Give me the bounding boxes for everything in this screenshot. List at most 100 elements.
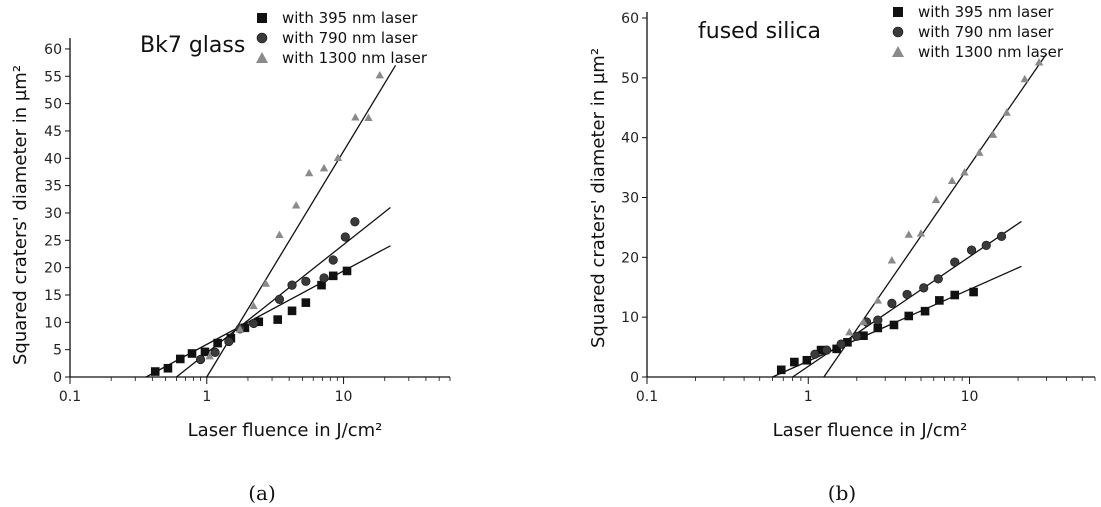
y-axis-label: Squared craters' diameter in µm²	[588, 48, 609, 348]
data-point-series-2	[859, 317, 868, 326]
data-point-series-1	[950, 257, 960, 267]
data-point-series-0	[889, 320, 899, 330]
x-tick-label: 10	[961, 389, 979, 405]
data-point-series-2	[975, 148, 984, 156]
y-tick-label: 10	[44, 315, 62, 331]
data-point-series-1	[287, 280, 297, 290]
data-point-series-2	[873, 296, 883, 304]
chart-panel-a: 0 5 10 15 20 25 30 35 40 45 50 55 60 0.1 1 10 Bk7 glass w…	[10, 9, 451, 505]
data-point-series-1	[852, 331, 862, 341]
data-point-series-0	[317, 280, 326, 290]
x-axis-label: Laser fluence in J/cm²	[773, 420, 968, 441]
data-point-series-1	[810, 349, 820, 359]
data-point-series-0	[254, 317, 264, 327]
data-point-series-2	[1002, 108, 1011, 116]
data-point-series-1	[249, 318, 259, 329]
data-point-series-0	[816, 345, 826, 355]
data-point-series-1	[873, 315, 883, 325]
y-tick-label: 35	[44, 179, 62, 195]
legend-label-0: with 395 nm laser	[918, 3, 1054, 21]
data-point-series-2	[904, 230, 913, 238]
fit-line-series-2	[206, 65, 397, 378]
legend-marker-1	[256, 32, 268, 44]
y-tick-label: 20	[621, 250, 639, 266]
data-point-series-0	[790, 357, 799, 367]
chart-panel-b: 0 10 20 30 40 50 60 0.1 1 10 fused silica with 395 …	[588, 3, 1096, 505]
y-tick-label: 45	[44, 124, 62, 140]
legend-label-1: with 790 nm laser	[918, 23, 1054, 41]
data-point-series-2	[960, 168, 969, 176]
data-point-series-0	[163, 363, 173, 373]
y-tick-label: 5	[53, 343, 62, 359]
legend-label-2: with 1300 nm laser	[282, 49, 428, 67]
data-point-series-0	[950, 290, 960, 300]
x-tick-label: 0.1	[59, 389, 81, 405]
data-point-series-2	[364, 113, 373, 122]
data-point-series-0	[328, 271, 338, 281]
data-point-series-2	[333, 153, 343, 161]
data-point-series-0	[287, 306, 297, 316]
data-point-series-1	[822, 345, 832, 355]
data-point-series-2	[988, 130, 998, 138]
data-point-series-1	[340, 232, 350, 242]
y-tick-label: 60	[621, 11, 639, 27]
data-point-series-0	[301, 298, 311, 307]
x-tick-label: 1	[202, 389, 211, 405]
legend-label-0: with 395 nm laser	[282, 9, 418, 27]
data-point-series-0	[776, 365, 786, 375]
legend-marker-0	[893, 7, 903, 17]
data-point-series-2	[291, 201, 301, 209]
data-point-series-2	[1034, 58, 1044, 66]
panel-caption: (b)	[828, 481, 856, 505]
data-point-series-2	[275, 230, 284, 239]
data-point-series-0	[969, 287, 978, 297]
data-point-series-2	[375, 70, 384, 79]
data-point-series-0	[843, 337, 852, 347]
legend-marker-0	[257, 13, 267, 23]
data-point-series-2	[916, 229, 926, 237]
y-tick-label: 0	[53, 370, 62, 386]
y-tick-label: 30	[44, 206, 62, 222]
data-point-series-1	[887, 298, 897, 309]
y-tick-label: 10	[621, 310, 639, 326]
data-point-series-0	[213, 338, 222, 348]
data-point-series-1	[933, 274, 943, 284]
legend-marker-1	[892, 26, 904, 38]
data-point-series-2	[845, 327, 854, 336]
data-point-series-0	[920, 306, 930, 316]
data-point-series-2	[947, 176, 957, 184]
data-point-series-0	[935, 296, 944, 305]
legend-marker-2	[256, 52, 268, 63]
y-tick-label: 50	[621, 71, 639, 87]
y-tick-label: 20	[44, 261, 62, 277]
x-axis-label: Laser fluence in J/cm²	[188, 420, 383, 441]
data-point-series-0	[273, 315, 283, 324]
data-point-series-0	[802, 355, 812, 365]
data-point-series-0	[175, 354, 185, 364]
data-point-series-0	[832, 344, 841, 354]
x-tick-label: 0.1	[636, 389, 658, 405]
panel-caption: (a)	[248, 481, 276, 505]
data-point-series-2	[887, 256, 897, 264]
data-point-series-1	[981, 240, 991, 250]
data-point-series-2	[931, 195, 941, 204]
data-point-series-0	[859, 331, 868, 341]
data-point-series-1	[966, 245, 977, 255]
legend-label-2: with 1300 nm laser	[918, 43, 1064, 61]
data-point-series-0	[240, 323, 250, 333]
fit-line-series-2	[823, 53, 1047, 378]
data-point-series-0	[873, 323, 883, 333]
data-point-series-2	[304, 168, 314, 177]
data-point-series-1	[350, 217, 360, 227]
data-point-series-0	[200, 347, 210, 357]
data-point-series-2	[205, 352, 214, 360]
data-point-series-0	[187, 349, 197, 358]
data-point-series-1	[996, 231, 1007, 241]
y-tick-label: 60	[44, 42, 62, 58]
data-point-series-0	[342, 266, 352, 276]
fit-line-series-1	[176, 206, 391, 378]
data-point-series-0	[150, 367, 160, 376]
y-tick-label: 15	[44, 288, 62, 304]
data-point-series-1	[195, 354, 206, 365]
